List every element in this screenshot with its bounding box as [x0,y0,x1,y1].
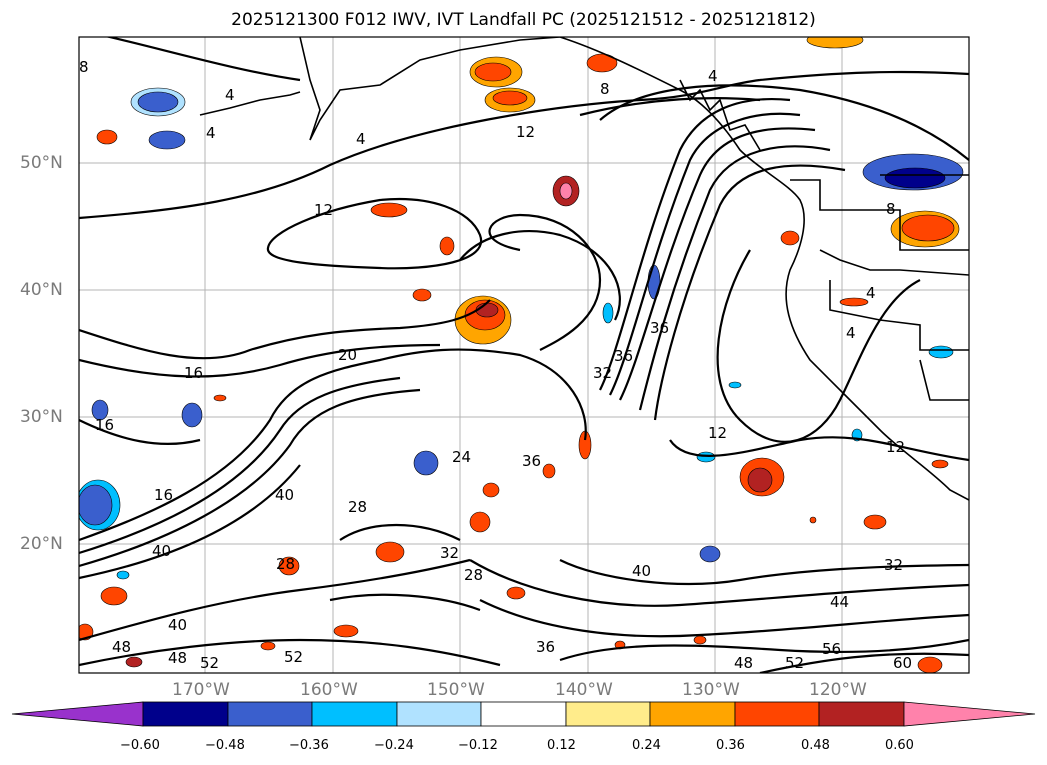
lon-label: 130°W [682,680,740,700]
contour-label: 12 [886,438,905,456]
iwv-contours [79,37,969,673]
contour-label: 52 [200,654,219,672]
contour-label: 52 [284,648,303,666]
contour-label: 12 [516,123,535,141]
colorbar-tick-label: 0.24 [632,738,661,753]
contour-label: 36 [522,452,541,470]
lat-label: 40°N [20,280,63,300]
colorbar-segment [565,701,651,727]
colorbar-tick-label: 0.60 [885,738,914,753]
colorbar-segment [227,701,313,727]
colorbar-tick-label: −0.60 [120,738,160,753]
colorbar-segment [142,701,229,727]
colorbar-tick-label: −0.24 [374,738,414,753]
contour-label: 16 [184,364,203,382]
contour-label: 32 [440,544,459,562]
contour-label: 16 [154,486,173,504]
contour-label: 8 [886,200,896,218]
colorbar [11,701,1036,727]
colorbar-segment [818,701,905,727]
lon-label: 140°W [555,680,613,700]
contour-label: 60 [893,654,912,672]
contour-label: 36 [536,638,555,656]
colorbar-segment [396,701,482,727]
contour-label: 40 [275,486,294,504]
contour-label: 48 [168,649,187,667]
contour-label: 4 [356,130,366,148]
colorbar-tick-label: 0.48 [801,738,830,753]
contour-label: 20 [338,346,357,364]
contour-label: 48 [112,638,131,656]
contour-label: 40 [168,616,187,634]
graticule [79,37,969,673]
contour-label: 28 [348,498,367,516]
contour-label: 4 [866,284,876,302]
lat-label: 20°N [20,534,63,554]
contour-label: 4 [225,86,235,104]
colorbar-tick-label: −0.12 [458,738,498,753]
contour-label: 36 [614,347,633,365]
colorbar-segment [311,701,398,727]
contour-label: 12 [708,424,727,442]
contour-label: 8 [79,58,89,76]
map-frame [78,36,970,674]
contour-label: 24 [452,448,471,466]
colorbar-tick-label: −0.48 [205,738,245,753]
contour-label: 4 [206,124,216,142]
colorbar-segment [649,701,736,727]
contour-label: 56 [822,640,841,658]
contour-label: 28 [464,566,483,584]
colorbar-segment [11,701,144,727]
lat-label: 50°N [20,153,63,173]
colorbar-tick-label: −0.36 [289,738,329,753]
colorbar-segment [903,701,1036,727]
contour-label: 40 [152,542,171,560]
contour-label: 32 [884,556,903,574]
lon-label: 160°W [300,680,358,700]
contour-label: 44 [830,593,849,611]
colorbar-tick-label: 0.36 [716,738,745,753]
contour-label: 52 [785,654,804,672]
coastlines [199,37,969,501]
lat-label: 30°N [20,407,63,427]
contour-label-group: 4 4 4 4 8 8 12 12 12 16 16 16 20 24 28 2… [79,58,912,672]
lon-label: 170°W [172,680,230,700]
lon-label: 120°W [809,680,867,700]
contour-label: 40 [632,562,651,580]
colorbar-tick-label: 0.12 [547,738,576,753]
lon-label: 150°W [427,680,485,700]
contour-label: 8 [600,80,610,98]
negative-anomaly-patches [79,87,964,580]
contour-label: 4 [708,67,718,85]
colorbar-segment [480,701,567,727]
contour-label: 4 [846,324,856,342]
contour-label: 28 [276,555,295,573]
colorbar-segment [734,701,820,727]
map-title: 2025121300 F012 IWV, IVT Landfall PC (20… [231,10,816,30]
contour-label: 12 [314,201,333,219]
contour-label: 48 [734,654,753,672]
contour-label: 16 [95,416,114,434]
contour-label: 32 [593,364,612,382]
contour-label: 36 [650,319,669,337]
